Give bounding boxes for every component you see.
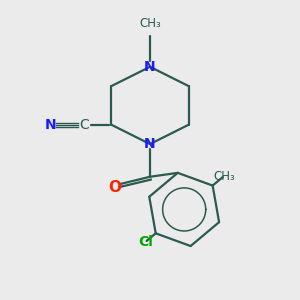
- Text: O: O: [108, 180, 121, 195]
- Text: C: C: [80, 118, 89, 132]
- Text: CH₃: CH₃: [139, 17, 161, 30]
- Text: N: N: [45, 118, 56, 132]
- Text: CH₃: CH₃: [213, 169, 235, 182]
- Text: N: N: [144, 60, 156, 74]
- Text: Cl: Cl: [138, 235, 153, 249]
- Text: N: N: [144, 137, 156, 151]
